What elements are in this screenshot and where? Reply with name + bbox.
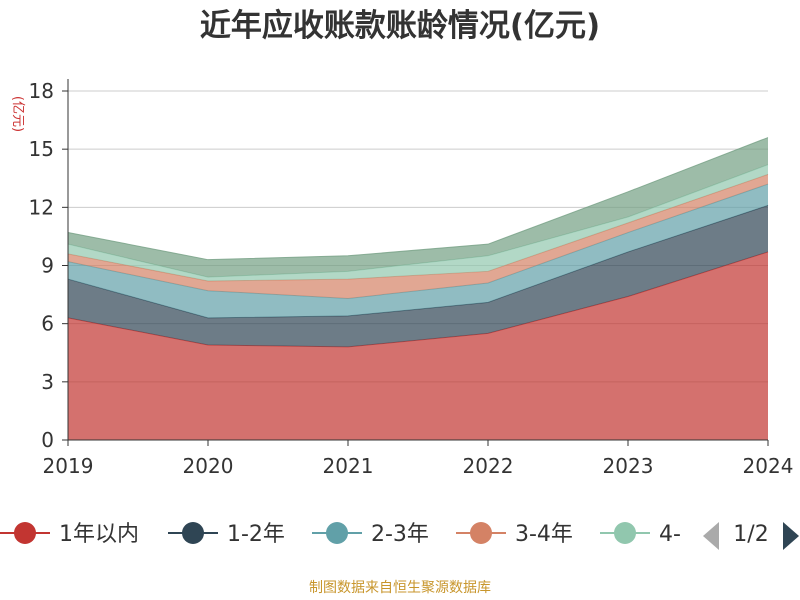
y-tick-label: 0 xyxy=(41,428,54,452)
legend[interactable]: 1年以内 1-2年 2-3年 3-4年 4- 1/2 xyxy=(0,522,799,550)
y-tick-label: 18 xyxy=(29,79,54,103)
y-axis-label: (亿元) xyxy=(10,96,25,132)
y-tick-label: 6 xyxy=(41,312,54,336)
x-tick-label: 2023 xyxy=(603,454,654,478)
axes: 0 3 6 9 12 15 18 (亿元) 2019 2020 2021 2022 2023 2024 xyxy=(10,79,793,478)
y-tick-label: 15 xyxy=(29,137,54,161)
area-series-5[interactable] xyxy=(68,164,768,282)
triangle-left-icon[interactable] xyxy=(703,522,719,550)
area-series-6[interactable] xyxy=(68,137,768,278)
x-tick-label: 2024 xyxy=(743,454,794,478)
legend-item[interactable]: 4- xyxy=(600,522,681,547)
legend-item[interactable]: 2-3年 xyxy=(312,522,429,547)
legend-label: 1-2年 xyxy=(227,522,285,547)
y-tick-label: 9 xyxy=(41,254,54,278)
triangle-right-icon[interactable] xyxy=(783,522,799,550)
legend-item[interactable]: 3-4年 xyxy=(456,522,573,547)
legend-item[interactable]: 1年以内 xyxy=(0,522,139,547)
legend-label: 1年以内 xyxy=(59,522,139,547)
area-series-6-line xyxy=(67,137,769,261)
legend-page-indicator: 1/2 xyxy=(733,522,768,547)
y-tick-label: 12 xyxy=(29,195,54,219)
area-series-1[interactable] xyxy=(68,251,768,440)
area-series-2[interactable] xyxy=(68,205,768,347)
x-tick-label: 2021 xyxy=(323,454,374,478)
source-note: 制图数据来自恒生聚源数据库 xyxy=(309,580,491,596)
legend-marker xyxy=(14,522,36,544)
legend-label: 3-4年 xyxy=(515,522,573,547)
legend-marker xyxy=(470,522,492,544)
legend-marker xyxy=(182,522,204,544)
chart-title: 近年应收账款账龄情况(亿元) xyxy=(199,8,601,44)
x-tick-label: 2020 xyxy=(183,454,234,478)
legend-label: 2-3年 xyxy=(371,522,429,547)
y-tick-label: 3 xyxy=(41,370,54,394)
x-tick-label: 2022 xyxy=(463,454,514,478)
area-series-layer xyxy=(67,137,769,440)
legend-label: 4- xyxy=(659,522,681,547)
legend-item[interactable]: 1-2年 xyxy=(168,522,285,547)
x-tick-label: 2019 xyxy=(43,454,94,478)
legend-marker xyxy=(326,522,348,544)
legend-marker xyxy=(614,522,636,544)
